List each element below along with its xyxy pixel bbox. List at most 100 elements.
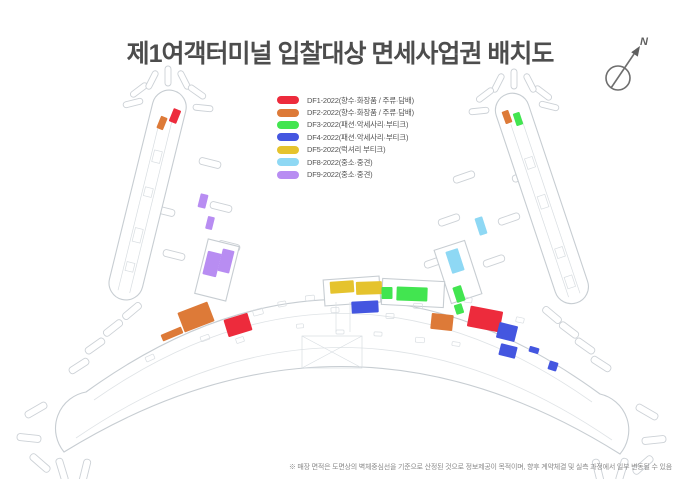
zone-block-df3	[512, 111, 524, 127]
zone-block-df4	[496, 322, 518, 342]
plan-detail	[373, 331, 383, 337]
zone-block-df9	[202, 250, 222, 278]
gate-stub	[68, 357, 90, 375]
legend-row: DF8-2022(중소·중견)	[277, 156, 414, 168]
corridor-line	[75, 347, 613, 441]
gate-stub	[122, 302, 142, 320]
plan-detail	[413, 302, 423, 310]
legend-label: DF1-2022(향수·화장품 / 주류·담배)	[307, 95, 414, 105]
zone-block-df4	[498, 343, 518, 359]
gate-stub	[590, 355, 612, 373]
page-title: 제1여객터미널 입찰대상 면세사업권 배치도	[126, 40, 555, 68]
gate-stub	[209, 201, 233, 213]
gate-stub	[452, 170, 476, 184]
plan-detail	[199, 334, 211, 342]
gate-stub	[198, 157, 222, 169]
gate-finger	[475, 87, 495, 103]
zone-block-df1	[466, 305, 504, 333]
plan-detail	[277, 300, 287, 308]
zone-block-df8	[474, 216, 488, 236]
zone-block-df1	[168, 108, 182, 124]
gate-finger	[533, 85, 553, 101]
zone-block-df3	[453, 303, 465, 315]
compass-circle	[605, 65, 631, 91]
gate-finger	[632, 455, 654, 475]
zone-block-df2	[430, 312, 454, 332]
zone-block-df4	[547, 360, 559, 372]
zone-block-df4	[351, 300, 379, 314]
zone-block-df2	[160, 326, 184, 342]
zone-block-df2	[156, 115, 168, 131]
gate-finger	[24, 401, 48, 419]
footnote: ※ 매장 면적은 도면상의 벽체중심선을 기준으로 산정된 것으로 정보제공이 …	[288, 464, 672, 471]
legend-label: DF3-2022(패션·악세사리·부티크)	[307, 120, 409, 130]
north-compass-icon: N	[605, 36, 649, 91]
plan-detail	[415, 336, 425, 344]
gate-stub	[84, 337, 106, 355]
zone-block-df2	[177, 301, 215, 333]
gate-finger	[122, 97, 144, 109]
compass-arrow	[610, 53, 635, 89]
gate-finger	[16, 433, 42, 443]
zone-block-df9	[197, 193, 209, 209]
legend-swatch	[277, 158, 299, 167]
zone-block-df5	[329, 280, 355, 294]
legend: DF1-2022(향수·화장품 / 주류·담배) DF2-2022(향수·화장품…	[277, 94, 414, 181]
zone-block-df3	[396, 286, 428, 302]
legend-label: DF9-2022(중소·중견)	[307, 170, 373, 180]
gate-finger	[615, 457, 629, 479]
gate-stub	[482, 254, 506, 268]
legend-swatch	[277, 96, 299, 105]
gate-stub	[437, 213, 461, 227]
legend-row: DF1-2022(향수·화장품 / 주류·담배)	[277, 94, 414, 106]
plan-detail	[296, 323, 304, 329]
legend-swatch	[277, 108, 299, 117]
gate-stub	[542, 306, 562, 324]
zone-block-df1	[223, 312, 253, 338]
gate-stub	[574, 337, 596, 355]
gate-finger	[187, 84, 207, 100]
gate-finger	[164, 65, 172, 87]
legend-swatch	[277, 145, 299, 154]
gate-finger	[129, 82, 149, 98]
legend-swatch	[277, 120, 299, 129]
gate-stub	[102, 319, 124, 337]
legend-swatch	[277, 170, 299, 179]
legend-label: DF2-2022(향수·화장품 / 주류·담배)	[307, 108, 414, 118]
dutyfree-zones	[156, 108, 559, 372]
legend-row: DF9-2022(중소·중견)	[277, 168, 414, 180]
legend-row: DF5-2022(럭셔리 부티크)	[277, 144, 414, 156]
zone-block-df8	[445, 248, 465, 274]
right-concourse-body	[494, 92, 589, 305]
gate-finger	[523, 73, 537, 93]
plan-detail	[451, 341, 461, 347]
zone-block-df3	[381, 287, 393, 299]
gate-finger	[192, 103, 214, 113]
zone-block-df4	[528, 345, 540, 355]
gate-finger	[29, 453, 51, 473]
plan-detail	[515, 316, 525, 324]
right-concourse	[494, 92, 589, 305]
legend-row: DF3-2022(패션·악세사리·부티크)	[277, 119, 414, 131]
plan-detail	[305, 294, 315, 302]
gate-stubs	[16, 65, 667, 479]
plan-detail	[335, 329, 345, 335]
legend-label: DF4-2022(패션·악세사리·부티크)	[307, 132, 409, 142]
gate-stub	[558, 321, 580, 339]
gate-finger	[145, 70, 159, 90]
gate-finger	[538, 100, 560, 112]
landside-structure	[301, 335, 363, 369]
gate-finger	[55, 457, 69, 479]
main-terminal-band	[54, 299, 630, 455]
gate-finger	[78, 458, 92, 479]
legend-row: DF4-2022(패션·악세사리·부티크)	[277, 131, 414, 143]
zone-block-df3	[452, 285, 466, 303]
corridor-line	[93, 313, 593, 403]
gate-stub	[162, 249, 186, 261]
plan-detail	[235, 336, 245, 344]
gate-finger	[635, 403, 659, 421]
plan-detail	[252, 307, 264, 317]
zone-block-df2	[501, 109, 513, 125]
plan-detail	[385, 313, 395, 319]
